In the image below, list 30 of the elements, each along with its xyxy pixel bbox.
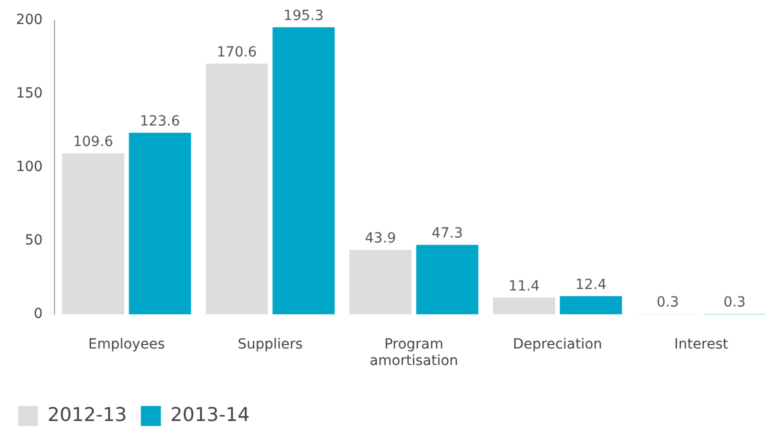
- legend-label: 2013-14: [170, 404, 250, 426]
- data-label: 0.3: [723, 294, 746, 311]
- y-tick-label: 0: [34, 306, 43, 322]
- data-label: 109.6: [73, 134, 114, 150]
- data-label: 12.4: [575, 276, 607, 293]
- data-label: 195.3: [284, 8, 324, 24]
- bar: [560, 296, 622, 314]
- data-label: 47.3: [432, 226, 463, 242]
- y-tick-label: 150: [16, 86, 43, 102]
- bar: [206, 64, 268, 314]
- x-tick-label: Interest: [674, 336, 729, 352]
- data-label: 11.4: [508, 278, 540, 294]
- y-tick-label: 100: [16, 159, 43, 176]
- x-tick-label: Employees: [88, 336, 165, 352]
- bar: [416, 244, 478, 314]
- legend-label: 2012-13: [48, 404, 127, 426]
- data-label: 43.9: [364, 230, 396, 247]
- data-label: 170.6: [216, 44, 257, 60]
- bar: [349, 250, 412, 314]
- data-label: 0.3: [656, 294, 679, 311]
- bar: [62, 153, 124, 314]
- y-tick-label: 200: [16, 12, 43, 28]
- x-tick-label: Program amortisation: [370, 336, 458, 370]
- x-tick-label: Depreciation: [512, 336, 602, 352]
- bar: [128, 132, 192, 314]
- x-tick-label: Suppliers: [238, 336, 303, 352]
- bar: [272, 27, 335, 314]
- y-tick-label: 50: [24, 232, 43, 249]
- bar: [493, 298, 556, 314]
- data-label: 123.6: [140, 113, 180, 130]
